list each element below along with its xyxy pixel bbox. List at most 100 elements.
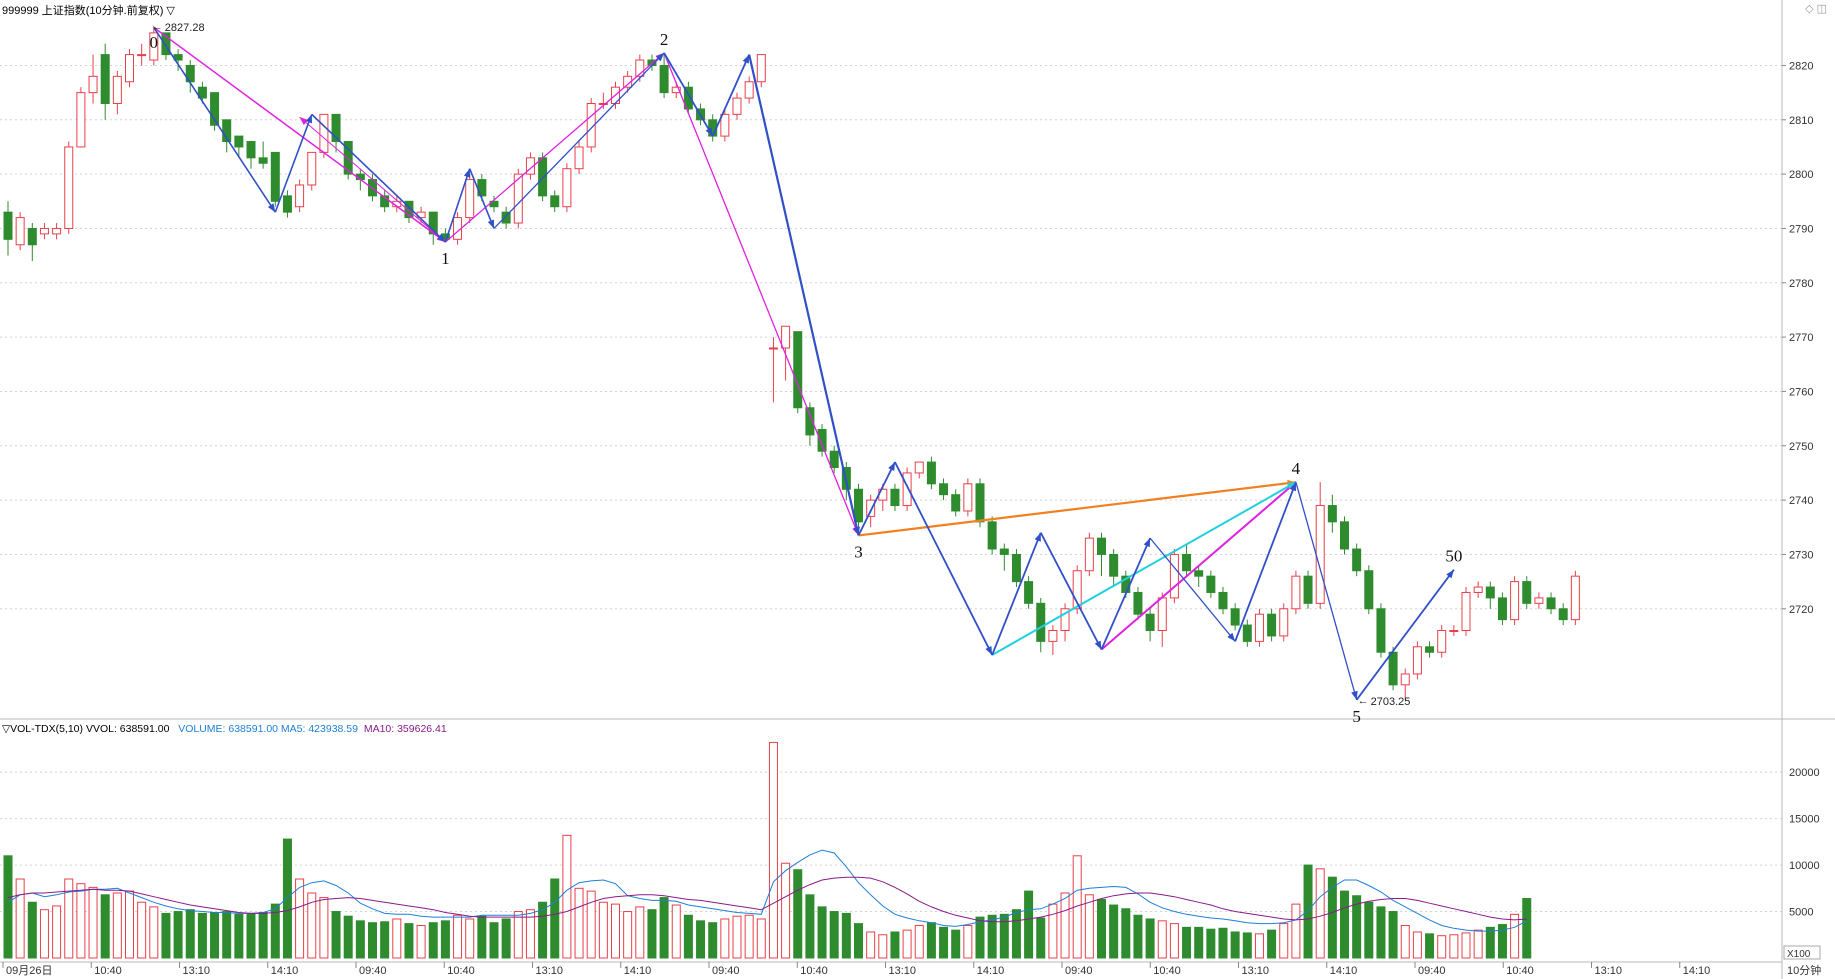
candle-body [27,227,37,246]
candle-body [1340,521,1349,550]
wave-arrowhead [437,233,446,242]
wave-line-blue [1149,537,1236,642]
candle-body [1303,575,1313,604]
candle-body [1558,608,1568,621]
volume-bar [854,923,863,959]
volume-bar [1084,894,1094,959]
candle-body [1461,591,1471,632]
volume-bar [501,918,511,959]
candle-body [1133,591,1143,615]
volume-bar [161,912,171,959]
candle-body [1522,581,1532,604]
volume-bar [15,878,25,959]
volume-bar [149,906,159,959]
wave-arrowhead [1227,632,1236,642]
volume-bar [1254,933,1264,959]
candle-body [817,428,827,452]
volume-bar [1011,909,1021,959]
candle-body [125,54,134,83]
volume-bar [1425,933,1435,959]
volume-bar [1206,928,1216,959]
wave-line-magenta [299,116,446,243]
candle-body [1546,597,1556,610]
volume-bar [27,901,37,959]
volume-bar [1109,904,1119,959]
volume-bar [1218,927,1228,959]
volume-bar [343,915,353,959]
volume-value: VOLUME: 638591.00 [178,723,278,735]
candlestick-series[interactable] [3,25,1580,700]
candle-body [295,184,305,208]
volume-bar [1388,911,1398,959]
time-label: 09:40 [359,965,387,977]
time-label: 10:40 [1506,965,1534,977]
volume-bars[interactable] [3,741,1532,959]
volume-bar [1364,901,1374,959]
volume-bar [768,741,778,959]
volume-bar [1024,890,1034,959]
volume-bar [671,904,681,959]
wave-line-blue [444,168,471,243]
volume-bar [1352,895,1362,959]
candle-body [270,151,280,202]
volume-bar [1461,932,1471,959]
volume-bar [1400,924,1410,959]
time-label: 14:10 [1683,965,1711,977]
candle-body [3,211,13,240]
candle-body [1097,537,1106,555]
candle-body [307,151,317,186]
time-label: 13:10 [183,965,211,977]
restore-icon[interactable]: ◇ [1805,3,1814,15]
volume-bar [76,883,86,959]
volume-bar [416,924,426,959]
wave-line-blue [493,52,665,229]
volume-bar [1267,929,1277,959]
volume-bar [137,901,147,959]
candle-body [1388,651,1398,686]
time-label: 10:40 [1153,965,1181,977]
wave-line-magenta [444,52,665,243]
volume-bar [440,920,450,959]
price-tick-label: 2720 [1789,604,1813,616]
candle-body [562,168,572,208]
volume-bar [404,923,414,959]
volume-bar [1485,926,1495,959]
volume-bar [635,906,645,959]
wave-arrowhead [305,114,312,124]
candle-body [404,200,414,219]
volume-bar [683,914,693,959]
price-tick-label: 2820 [1789,60,1813,72]
vol-indicator-name[interactable]: ▽VOL-TDX(5,10) [2,723,84,735]
volume-bar [951,929,961,959]
volume-bar [1133,914,1143,959]
candle-body [1157,597,1167,632]
volume-bar [805,894,815,959]
volume-bar [1097,898,1106,959]
candle-body [805,407,815,436]
time-label: 14:10 [624,965,652,977]
candle-body [525,157,535,175]
volume-bar [100,894,110,959]
candle-body [380,195,390,208]
window-controls[interactable]: ◇ ◫ [1805,2,1827,15]
wave-label: 2 [660,30,669,49]
volume-tick-label: 5000 [1789,907,1813,919]
volume-bar [3,855,13,959]
volume-bar [392,918,402,959]
time-label: 13:10 [1242,965,1270,977]
volume-bar [1449,934,1459,959]
volume-bar [39,909,49,959]
volume-bar [1376,906,1386,959]
candle-body [1169,553,1179,599]
maximize-icon[interactable]: ◫ [1816,3,1827,15]
candle-body [866,499,876,517]
volume-bar [598,901,608,959]
volume-bar [987,914,997,959]
wave-line-magenta [1100,481,1297,651]
candle-body [1364,570,1374,610]
volume-bar [52,905,62,959]
wave-label: 5 [1352,707,1361,726]
volume-bar [1412,931,1422,959]
candle-body [683,86,693,110]
volume-bar [914,924,924,959]
